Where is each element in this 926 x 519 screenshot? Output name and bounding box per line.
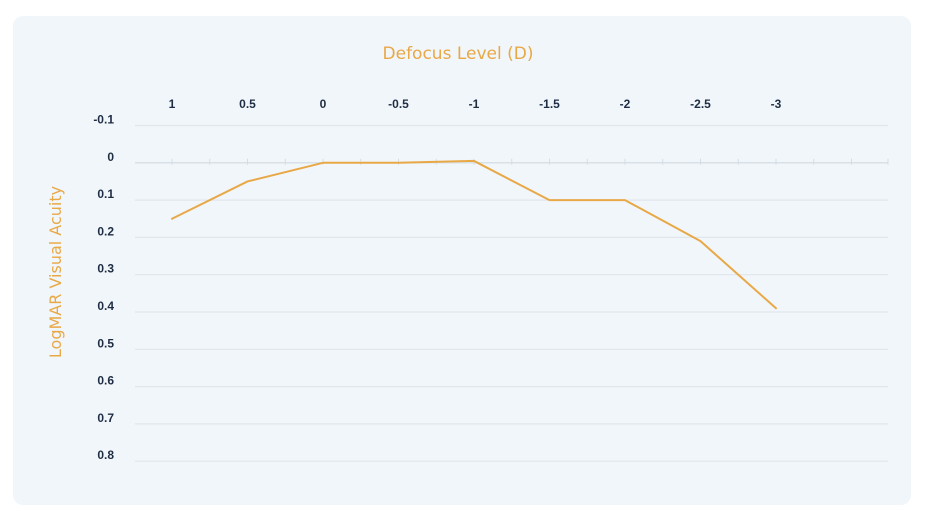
y-tick-label: 0.1 [97, 187, 114, 201]
y-tick-label: 0.3 [97, 262, 114, 276]
y-tick-label: 0.6 [97, 374, 114, 388]
y-tick-label: 0.4 [97, 299, 114, 313]
plot-area [171, 159, 777, 310]
x-tick-label: 0 [320, 97, 327, 111]
series-line [171, 159, 777, 310]
y-tick-label: -0.1 [93, 113, 114, 127]
y-tick-label: 0.8 [97, 448, 114, 462]
x-tick-label: -1.5 [539, 97, 560, 111]
x-tick-label: -2 [620, 97, 631, 111]
y-axis-title: LogMAR Visual Acuity [46, 186, 65, 358]
x-tick-label: -2.5 [690, 97, 711, 111]
gridlines [135, 124, 889, 462]
x-tick-label: -3 [771, 97, 782, 111]
x-tick-label: 1 [169, 97, 176, 111]
y-tick-label: 0 [107, 150, 114, 164]
y-tick-label: 0.2 [97, 224, 114, 238]
x-tick-label: -1 [469, 97, 480, 111]
y-tick-label: 0.7 [97, 411, 114, 425]
y-tick-label: 0.5 [97, 336, 114, 350]
x-tick-label: -0.5 [388, 97, 409, 111]
x-axis-title: Defocus Level (D) [383, 44, 534, 64]
tick-labels: -0.1 0 0.1 0.2 0.3 0.4 0.5 0.6 0.7 0.8 1 0.5 0 -0.5 -1… [93, 97, 781, 462]
x-tick-label: 0.5 [239, 97, 256, 111]
